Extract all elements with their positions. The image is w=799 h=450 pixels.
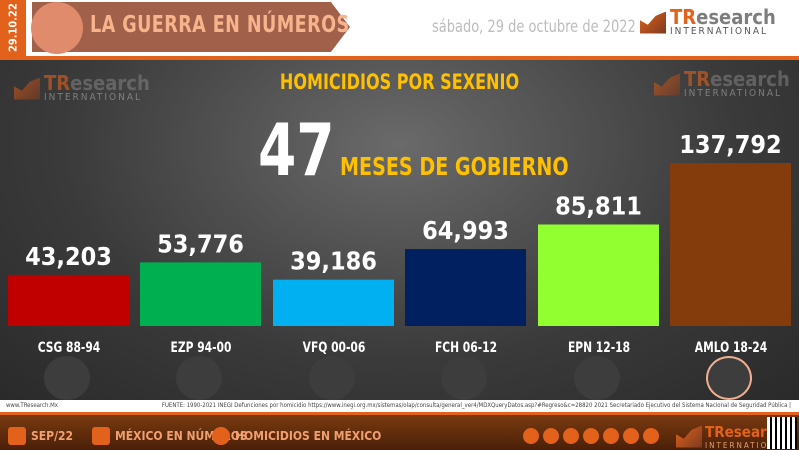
category-label: AMLO 18-24	[694, 340, 768, 356]
president-photo	[705, 356, 752, 400]
data-label: 43,203	[25, 242, 112, 271]
youtube-icon[interactable]	[643, 428, 659, 444]
data-label: 53,776	[157, 229, 244, 258]
footer-label: HOMICIDIOS EN MÉXICO	[235, 429, 382, 443]
title-banner	[32, 2, 350, 52]
data-label: 137,792	[679, 130, 781, 159]
watermark-logo-right: TResearch INTERNATIONAL	[654, 67, 790, 99]
data-label: 39,186	[290, 247, 377, 276]
president-photo	[308, 356, 355, 400]
map-pin-icon	[92, 427, 110, 445]
chart-title: HOMICIDIOS POR SEXENIO	[279, 70, 520, 94]
logo-tr: TR	[44, 71, 71, 95]
whatsapp-icon[interactable]	[543, 428, 559, 444]
bar-0	[8, 274, 129, 326]
logo-intl: INTERNATIONAL	[44, 92, 143, 103]
logo-tr: TR	[684, 67, 711, 91]
globe-icon[interactable]	[523, 428, 539, 444]
header-date: sábado, 29 de octubre de 2022	[432, 17, 636, 37]
email-icon[interactable]	[563, 428, 579, 444]
logo-mark-icon	[676, 425, 702, 448]
bar-2	[273, 279, 394, 326]
bar-5	[670, 163, 791, 326]
logo-esearch: esearch	[696, 5, 776, 29]
footer-label: SEP/22	[31, 429, 74, 443]
chart-area: TResearch INTERNATIONAL TResearch INTERNAT…	[0, 60, 799, 400]
category-label: VFQ 00-06	[302, 340, 366, 356]
bar-chart: 43,203 53,776 39,186 64,993 85,811 137,792	[8, 130, 791, 326]
category-label: FCH 06-12	[434, 340, 498, 356]
qr-code[interactable]	[767, 417, 797, 449]
category-label: EPN 12-18	[567, 340, 631, 356]
mexico-map-icon	[31, 2, 83, 54]
president-photo	[175, 356, 222, 400]
data-label: 85,811	[555, 191, 642, 220]
months-number: 47	[258, 108, 335, 192]
header: 29.10.22 LA GUERRA EN NÚMEROS sábado, 29…	[0, 0, 799, 56]
logo-tr: TR	[705, 423, 725, 441]
logo-esearch: esearch	[710, 67, 790, 91]
logo-esearch: esearch	[70, 71, 150, 95]
date-strip: 29.10.22	[0, 0, 26, 56]
facebook-icon[interactable]	[603, 428, 619, 444]
logo-intl: INTERNATIONAL	[684, 88, 783, 99]
source-text: FUENTE: 1990-2021 INEGI Defunciones por …	[161, 402, 791, 409]
category-label: CSG 88-94	[37, 340, 101, 356]
site-url[interactable]: www.TResearch.Mx	[6, 402, 58, 409]
president-photo	[440, 356, 487, 400]
president-photo	[573, 356, 620, 400]
bar-3	[405, 249, 526, 326]
chart-bubble-icon	[212, 427, 230, 445]
banner-title: LA GUERRA EN NÚMEROS	[90, 12, 350, 38]
bar-1	[140, 262, 261, 326]
tresearch-logo[interactable]: TResearch INTERNATIONAL	[640, 5, 776, 37]
logo-intl: INTERNATIONAL	[705, 441, 789, 450]
calendar-icon	[8, 427, 26, 445]
bar-4	[538, 224, 659, 326]
divider	[0, 56, 799, 60]
logo-tr: TR	[670, 5, 697, 29]
footer-item-sep[interactable]: SEP/22	[8, 427, 73, 445]
months-label: MESES DE GOBIERNO	[340, 152, 569, 181]
category-label: EZP 94-00	[170, 340, 232, 356]
logo-intl: INTERNATIONAL	[670, 26, 769, 37]
linkedin-icon[interactable]	[623, 428, 639, 444]
footer: SEP/22 MÉXICO EN NÚMEROS HOMICIDIOS EN M…	[0, 412, 799, 450]
logo-mark-icon	[640, 11, 666, 34]
twitter-icon[interactable]	[583, 428, 599, 444]
source-bar: www.TResearch.Mx FUENTE: 1990-2021 INEGI…	[0, 400, 799, 412]
data-label: 64,993	[422, 216, 509, 245]
footer-item-homicidios[interactable]: HOMICIDIOS EN MÉXICO	[212, 427, 381, 445]
president-photo	[43, 356, 90, 400]
watermark-logo-left: TResearch INTERNATIONAL	[14, 71, 150, 103]
